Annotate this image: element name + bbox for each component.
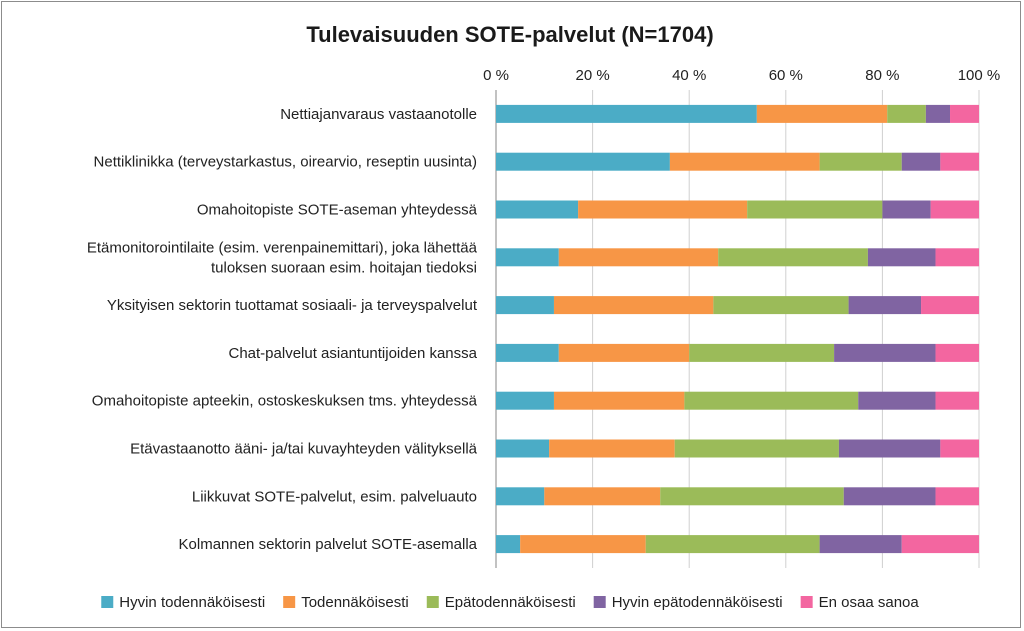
legend: Hyvin todennäköisesti Todennäköisesti Epät… (101, 594, 919, 611)
category-label: Liikkuvat SOTE-palvelut, esim. palveluau… (192, 488, 477, 505)
bar-segment (689, 343, 835, 362)
category-label: Kolmannen sektorin palvelut SOTE-asemall… (179, 536, 478, 553)
legend-swatch (283, 596, 296, 608)
legend-swatch (426, 596, 439, 608)
bar-segment (496, 248, 559, 267)
bar-segment (843, 487, 936, 506)
bar-segment (747, 200, 883, 219)
bar-segment (496, 152, 670, 171)
x-tick-label: 0 % (483, 67, 509, 84)
bar-segment (496, 296, 554, 315)
category-label: Omahoitopiste apteekin, ostoskeskuksen t… (92, 393, 478, 410)
bar-segment (858, 391, 936, 410)
bar-segment (520, 535, 646, 554)
bar-segment (819, 535, 902, 554)
bar-segment (950, 104, 979, 123)
bar-segment (756, 104, 888, 123)
bar-segment (553, 391, 685, 410)
category-label: Etämonitorointilaite (esim. verenpainemi… (87, 239, 478, 256)
bar-segment (925, 104, 951, 123)
chart-title: Tulevaisuuden SOTE-palvelut (N=1704) (306, 22, 713, 47)
legend-swatch (101, 596, 114, 608)
bar-segment (940, 439, 979, 458)
bar-segment (496, 487, 545, 506)
bar-segment (496, 200, 579, 219)
category-label: Chat-palvelut asiantuntijoiden kanssa (229, 345, 478, 362)
bar-segment (935, 248, 979, 267)
category-label: Etävastaanotto ääni- ja/tai kuvayhteyden… (130, 441, 478, 458)
x-tick-label: 60 % (769, 67, 803, 84)
x-tick-label: 40 % (672, 67, 706, 84)
legend-label: Todennäköisesti (301, 594, 409, 611)
bar-segment (935, 391, 979, 410)
legend-label: Epätodennäköisesti (445, 594, 576, 611)
bar-segment (578, 200, 748, 219)
category-label: Yksityisen sektorin tuottamat sosiaali- … (107, 297, 478, 314)
bar-segment (882, 200, 931, 219)
bar-segment (838, 439, 941, 458)
bar-segment (887, 104, 926, 123)
x-tick-label: 100 % (958, 67, 1001, 84)
legend-swatch (593, 596, 606, 608)
bar-segment (935, 487, 979, 506)
category-label: tuloksen suoraan esim. hoitajan tiedoksi (211, 259, 477, 276)
bar-segment (496, 535, 521, 554)
bar-segment (940, 152, 979, 171)
bar-segment (669, 152, 820, 171)
category-label: Omahoitopiste SOTE-aseman yhteydessä (197, 202, 478, 219)
bar-segment (718, 248, 868, 267)
bar-segment (496, 439, 550, 458)
bar-segment (921, 296, 979, 315)
bar-segment (901, 535, 979, 554)
bar-segment (713, 296, 849, 315)
category-label: Nettiajanvaraus vastaanotolle (280, 106, 477, 123)
bar-segment (660, 487, 844, 506)
x-axis-ticks: 0 % 20 % 40 % 60 % 80 % 100 % (483, 67, 1000, 84)
x-tick-label: 80 % (865, 67, 899, 84)
bar-segment (553, 296, 714, 315)
bar-segment (684, 391, 859, 410)
x-tick-label: 20 % (575, 67, 609, 84)
bar-segment (930, 200, 979, 219)
bar-segment (935, 343, 979, 362)
legend-label: Hyvin todennäköisesti (119, 594, 265, 611)
bar-segment (496, 104, 757, 123)
bar-segment (496, 343, 559, 362)
bar-segment (544, 487, 661, 506)
bar-segment (848, 296, 922, 315)
bar-segment (901, 152, 941, 171)
legend-label: En osaa sanoa (819, 594, 920, 611)
legend-swatch (800, 596, 813, 608)
bar-segment (549, 439, 675, 458)
bars (496, 104, 979, 554)
bar-segment (819, 152, 902, 171)
bar-segment (496, 391, 554, 410)
category-label: Nettiklinikka (terveystarkastus, oirearv… (94, 154, 477, 171)
bar-segment (834, 343, 936, 362)
bar-segment (867, 248, 936, 267)
bar-segment (558, 343, 690, 362)
category-labels: Nettiajanvaraus vastaanotolle Nettiklinik… (87, 106, 478, 553)
legend-label: Hyvin epätodennäköisesti (612, 594, 783, 611)
bar-segment (674, 439, 839, 458)
bar-segment (558, 248, 719, 267)
bar-segment (645, 535, 820, 554)
